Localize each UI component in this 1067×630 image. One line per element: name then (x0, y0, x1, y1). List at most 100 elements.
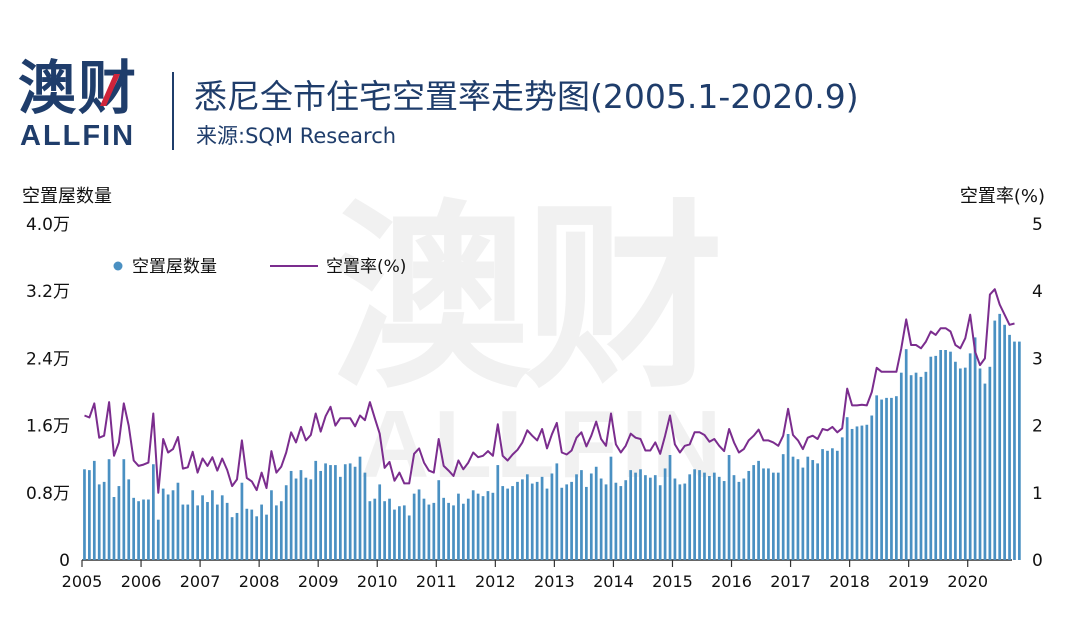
bar (801, 467, 805, 560)
bar (727, 455, 731, 560)
bar (648, 477, 652, 560)
bar (545, 488, 549, 560)
bar (688, 474, 692, 560)
bar (890, 397, 893, 560)
bar (132, 497, 136, 560)
bar (663, 468, 667, 560)
bar (786, 434, 790, 560)
bar (535, 481, 539, 560)
bar (599, 478, 603, 560)
bar (225, 502, 229, 560)
vacancy-rate-line (84, 288, 1015, 494)
bar (112, 497, 116, 560)
x-tick-label: 2009 (298, 572, 339, 591)
bar (220, 495, 224, 560)
bar (806, 456, 810, 560)
y-right-tick-label: 0 (1032, 551, 1043, 571)
bar (840, 437, 844, 560)
x-tick-label: 2007 (180, 572, 221, 591)
bar (471, 490, 475, 560)
bar (762, 468, 765, 560)
bar (486, 491, 490, 560)
bar (127, 479, 131, 560)
bar (589, 473, 593, 560)
bar (954, 361, 957, 560)
bar (880, 399, 883, 560)
x-tick-label: 2005 (62, 572, 103, 591)
bar (747, 470, 751, 560)
bar (914, 372, 918, 560)
bar (644, 475, 647, 560)
bar (447, 502, 450, 560)
bar (1003, 324, 1006, 560)
bar (540, 476, 544, 560)
bar (516, 481, 519, 560)
bar (402, 505, 406, 560)
bar (1013, 341, 1016, 560)
header-divider (172, 72, 174, 150)
bar (978, 368, 982, 560)
bar (742, 478, 746, 560)
logo-text-en: ALLFIN (20, 120, 136, 152)
bar (294, 478, 298, 560)
bar (437, 480, 441, 560)
bar (993, 320, 997, 560)
bar (343, 464, 347, 560)
bar (944, 350, 947, 560)
bar (698, 470, 701, 560)
bar (796, 459, 800, 560)
bar (629, 470, 633, 560)
y-left-tick-label: 1.6万 (26, 417, 70, 437)
bar (919, 376, 923, 560)
bar (176, 482, 180, 560)
bar (88, 470, 91, 560)
bar (181, 504, 185, 560)
bar (319, 470, 323, 560)
bar (299, 470, 303, 560)
bar (304, 477, 308, 560)
bar (963, 367, 967, 560)
bar (147, 499, 150, 560)
x-tick-label: 2011 (416, 572, 457, 591)
bar (338, 476, 342, 560)
bar (412, 493, 416, 560)
logo-accent-icon (100, 74, 120, 106)
bar (373, 498, 377, 560)
bar (506, 488, 509, 560)
bar (885, 397, 888, 560)
bar (717, 476, 721, 560)
bar (860, 425, 864, 560)
bar (432, 502, 436, 560)
bar (575, 474, 578, 560)
bar (481, 496, 485, 560)
bar (875, 395, 879, 560)
bar (388, 498, 391, 560)
bar (92, 460, 96, 560)
bar (156, 519, 160, 560)
bar (973, 337, 977, 560)
bar (358, 456, 362, 560)
bar (865, 424, 869, 560)
bar (142, 499, 145, 560)
y-right-tick-label: 1 (1032, 484, 1043, 504)
bar (270, 490, 273, 560)
bar (678, 484, 682, 560)
bar (201, 495, 204, 560)
bar (240, 482, 244, 560)
bar (461, 503, 465, 560)
bar (958, 368, 962, 560)
bar (255, 516, 259, 560)
bar (117, 486, 121, 560)
y-right-axis-title: 空置率(%) (959, 186, 1045, 207)
legend-line-label: 空置率(%) (326, 257, 406, 277)
bar (521, 479, 524, 560)
bar (206, 502, 209, 560)
x-tick-label: 2006 (121, 572, 162, 591)
bar (383, 501, 386, 560)
bar (752, 465, 756, 560)
bar (368, 501, 372, 560)
bar (821, 449, 824, 560)
bar (845, 417, 849, 560)
bar (850, 428, 854, 560)
